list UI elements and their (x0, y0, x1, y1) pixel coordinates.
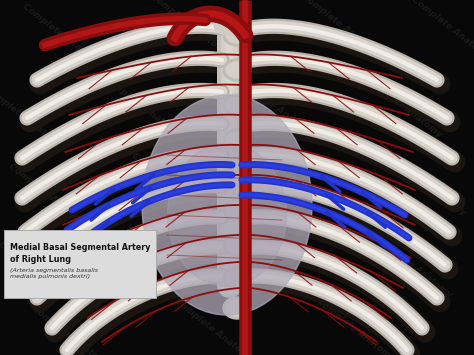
Text: Complete Anatomy: Complete Anatomy (386, 151, 467, 218)
Text: Complete Anatomy: Complete Anatomy (149, 0, 230, 58)
Ellipse shape (223, 129, 251, 151)
Text: Complete Anatomy: Complete Anatomy (244, 233, 325, 300)
Text: Complete Anatomy: Complete Anatomy (7, 162, 88, 229)
Ellipse shape (223, 59, 251, 81)
Ellipse shape (226, 270, 248, 286)
Text: Complete Anatomy: Complete Anatomy (0, 240, 79, 307)
Text: Complete Anatomy: Complete Anatomy (362, 73, 444, 140)
Text: (Arteria segmentalis basalis
medialis pulmonis dextri): (Arteria segmentalis basalis medialis pu… (10, 268, 98, 279)
Text: Complete Anatomy: Complete Anatomy (258, 151, 339, 218)
Ellipse shape (142, 95, 312, 315)
Ellipse shape (226, 167, 248, 183)
Ellipse shape (223, 234, 251, 256)
Text: Complete Anatomy: Complete Anatomy (116, 233, 197, 300)
Ellipse shape (226, 62, 248, 78)
Ellipse shape (223, 297, 251, 319)
Text: Complete Anatomy: Complete Anatomy (0, 84, 64, 151)
Ellipse shape (223, 94, 251, 116)
Ellipse shape (226, 97, 248, 113)
Text: Complete Anatomy: Complete Anatomy (21, 2, 102, 69)
Ellipse shape (214, 15, 244, 35)
Text: Medial Basal Segmental Artery
of Right Lung: Medial Basal Segmental Artery of Right L… (10, 243, 151, 264)
Ellipse shape (167, 143, 286, 286)
Text: Complete Anatomy: Complete Anatomy (301, 0, 382, 58)
Text: Complete Anatomy: Complete Anatomy (173, 297, 254, 355)
Text: Complete Anatomy: Complete Anatomy (234, 73, 316, 140)
Text: Complete Anatomy: Complete Anatomy (315, 297, 396, 355)
FancyBboxPatch shape (4, 230, 156, 298)
Ellipse shape (226, 237, 248, 253)
Text: Complete Anatomy: Complete Anatomy (30, 304, 112, 355)
Ellipse shape (226, 202, 248, 218)
Ellipse shape (223, 199, 251, 221)
Text: Complete Anatomy: Complete Anatomy (410, 0, 474, 62)
Ellipse shape (226, 300, 248, 316)
Text: Complete Anatomy: Complete Anatomy (372, 233, 453, 300)
Ellipse shape (223, 24, 251, 46)
Ellipse shape (226, 27, 248, 43)
Ellipse shape (223, 164, 251, 186)
Text: Complete Anatomy: Complete Anatomy (101, 73, 183, 140)
Ellipse shape (226, 132, 248, 148)
Text: Complete Anatomy: Complete Anatomy (130, 151, 211, 218)
Ellipse shape (223, 267, 251, 289)
